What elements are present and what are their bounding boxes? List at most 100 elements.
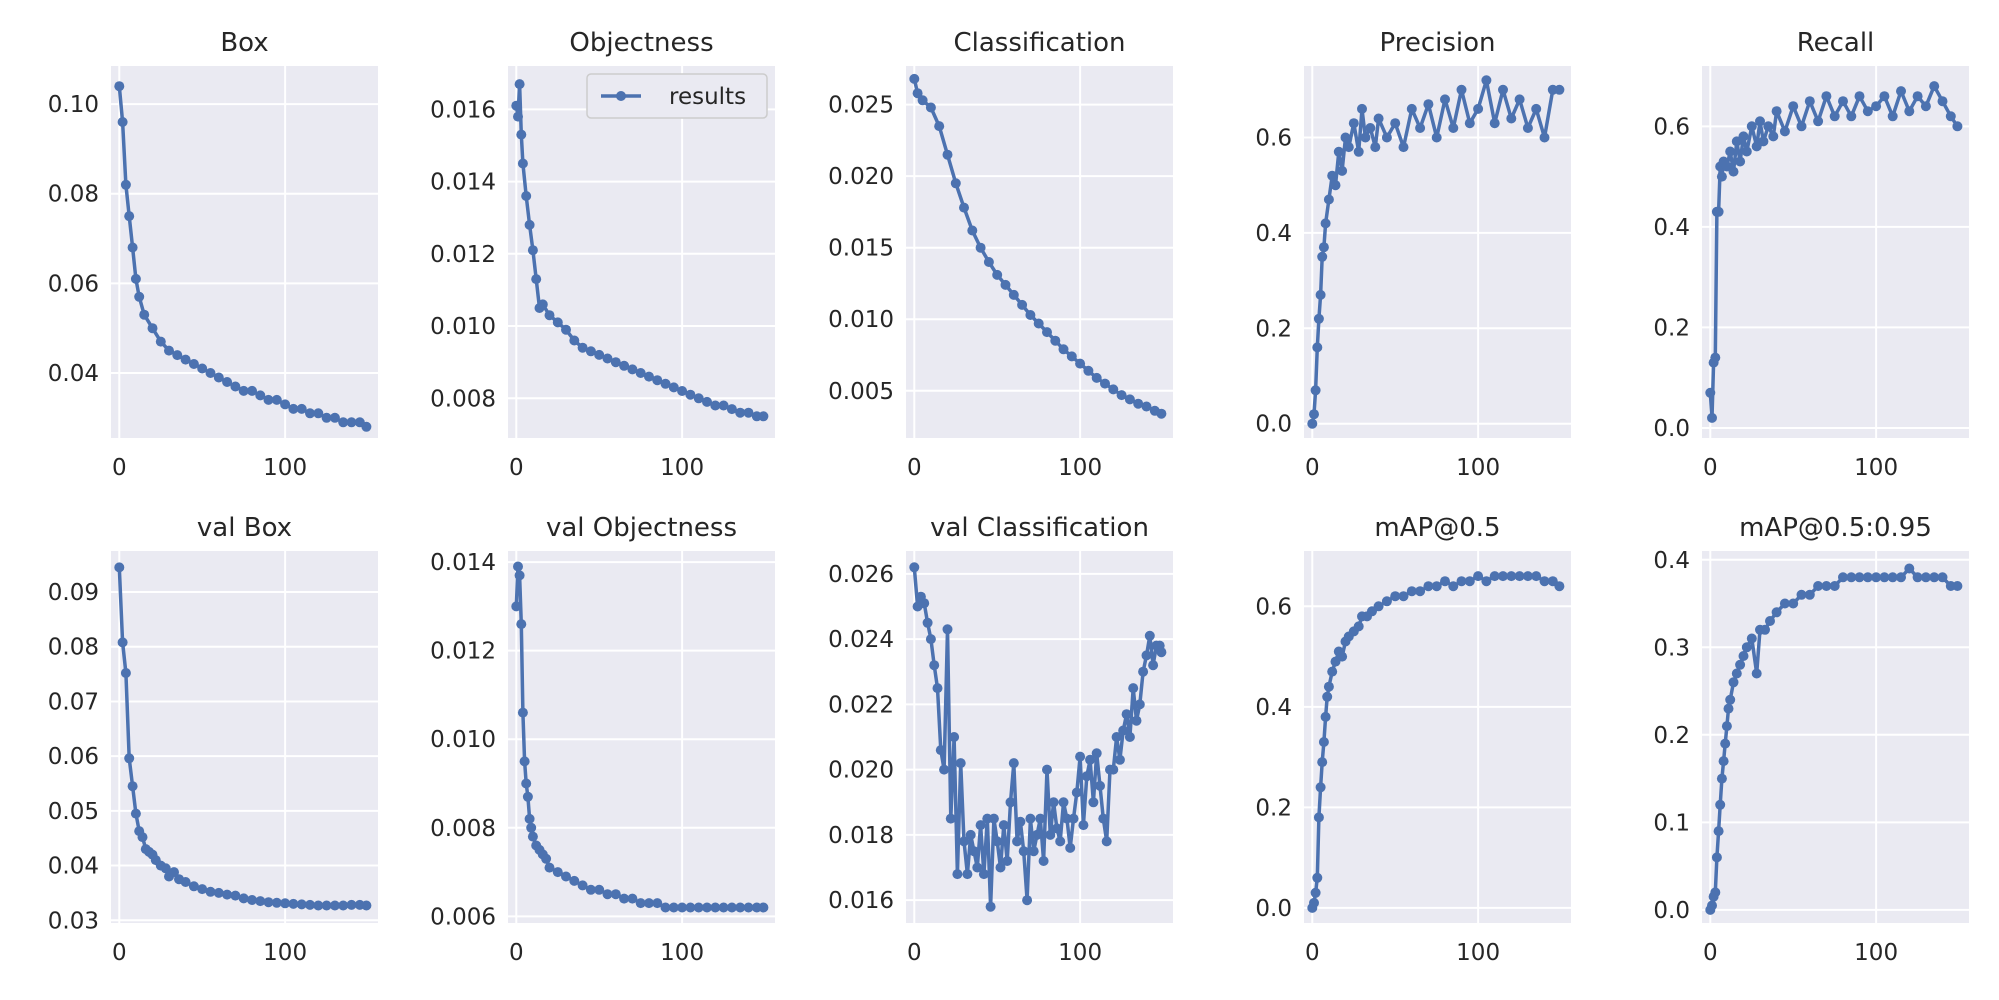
data-point: [288, 403, 299, 414]
y-tick-label: 0.0: [1653, 416, 1690, 442]
data-point: [1315, 289, 1326, 300]
data-point: [117, 117, 128, 127]
data-point: [1464, 576, 1475, 587]
data-point: [164, 345, 174, 356]
y-tick-label: 0.025: [828, 93, 894, 119]
data-point: [1448, 123, 1459, 133]
data-point: [985, 901, 996, 912]
plot-area: [111, 551, 378, 923]
data-point: [521, 191, 532, 201]
data-point: [635, 898, 646, 909]
data-point: [1148, 660, 1159, 671]
data-point: [1716, 171, 1727, 182]
data-point: [1310, 887, 1321, 898]
data-point: [271, 897, 282, 908]
data-point: [513, 561, 523, 572]
plot-area: [111, 66, 378, 438]
y-tick-label: 0.010: [430, 727, 496, 753]
panel-val-classification: 0 100 0.016 0.018 0.020 0.022 0.024 0.026 val Cl…: [828, 513, 1173, 966]
data-point: [1514, 571, 1525, 582]
data-point: [735, 407, 746, 418]
data-point: [1879, 572, 1890, 583]
y-tick-label: 0.015: [828, 236, 894, 262]
data-point: [1128, 683, 1139, 694]
data-point: [1323, 681, 1334, 692]
data-point: [1131, 715, 1142, 726]
data-point: [1025, 813, 1036, 824]
x-tick-label: 100: [1058, 455, 1102, 481]
data-point: [1088, 797, 1099, 808]
data-point: [693, 902, 704, 913]
data-point: [955, 758, 966, 769]
data-point: [1381, 132, 1392, 143]
data-point: [1710, 887, 1721, 898]
data-point: [1489, 118, 1500, 129]
data-point: [1539, 132, 1550, 143]
data-point: [514, 570, 525, 581]
data-point: [1456, 576, 1467, 587]
data-point: [1498, 84, 1508, 95]
data-point: [619, 893, 630, 904]
data-point: [1738, 651, 1749, 661]
data-point: [1050, 335, 1061, 346]
plot-area: [1702, 66, 1969, 438]
data-point: [1330, 180, 1341, 191]
data-point: [1440, 576, 1450, 587]
data-point: [1118, 725, 1129, 736]
data-point: [1796, 589, 1807, 600]
data-point: [1531, 103, 1542, 114]
data-point: [329, 900, 340, 911]
data-point: [1121, 709, 1132, 720]
data-point: [222, 377, 233, 387]
data-point: [255, 896, 266, 907]
data-point: [238, 385, 249, 396]
data-point: [693, 393, 704, 404]
data-point: [1390, 118, 1401, 129]
data-point: [1952, 581, 1963, 591]
data-point: [1012, 836, 1023, 847]
y-tick-label: 0.018: [828, 823, 894, 849]
data-point: [197, 884, 208, 895]
data-point: [1033, 318, 1044, 329]
data-point: [594, 884, 605, 895]
data-point: [952, 869, 963, 880]
data-point: [1854, 91, 1865, 102]
data-point: [1846, 111, 1857, 122]
data-point: [338, 417, 349, 428]
x-tick-label: 100: [263, 455, 307, 481]
x-tick-label: 0: [112, 940, 127, 966]
data-point: [1008, 289, 1019, 300]
data-point: [1083, 365, 1094, 376]
y-tick-label: 0.4: [1653, 215, 1690, 241]
data-point: [1746, 633, 1757, 644]
data-point: [635, 368, 646, 378]
data-point: [1929, 81, 1940, 92]
x-tick-label: 100: [1456, 940, 1500, 966]
data-point: [1879, 91, 1890, 102]
data-point: [942, 149, 953, 160]
data-point: [205, 886, 216, 897]
data-point: [685, 902, 696, 913]
data-point: [1723, 703, 1734, 714]
data-point: [1360, 132, 1371, 143]
panel-title: val Box: [197, 513, 292, 543]
data-point: [1091, 748, 1102, 759]
panel-val-box: 0 100 0.03 0.04 0.05 0.06 0.07 0.08 0.09 val Box: [48, 513, 378, 966]
data-point: [1713, 826, 1724, 837]
data-point: [1343, 142, 1354, 153]
data-point: [1713, 206, 1724, 217]
data-point: [137, 832, 148, 843]
data-point: [975, 820, 986, 831]
data-point: [1760, 624, 1770, 635]
y-tick-label: 0.016: [828, 888, 894, 914]
data-point: [983, 257, 994, 267]
data-point: [1554, 84, 1565, 95]
data-point: [213, 372, 224, 383]
y-tick-label: 0.6: [1653, 114, 1690, 140]
data-point: [188, 881, 199, 892]
data-point: [1937, 572, 1948, 583]
data-point: [1327, 170, 1338, 181]
data-point: [949, 732, 960, 742]
y-tick-label: 0.014: [430, 550, 496, 576]
